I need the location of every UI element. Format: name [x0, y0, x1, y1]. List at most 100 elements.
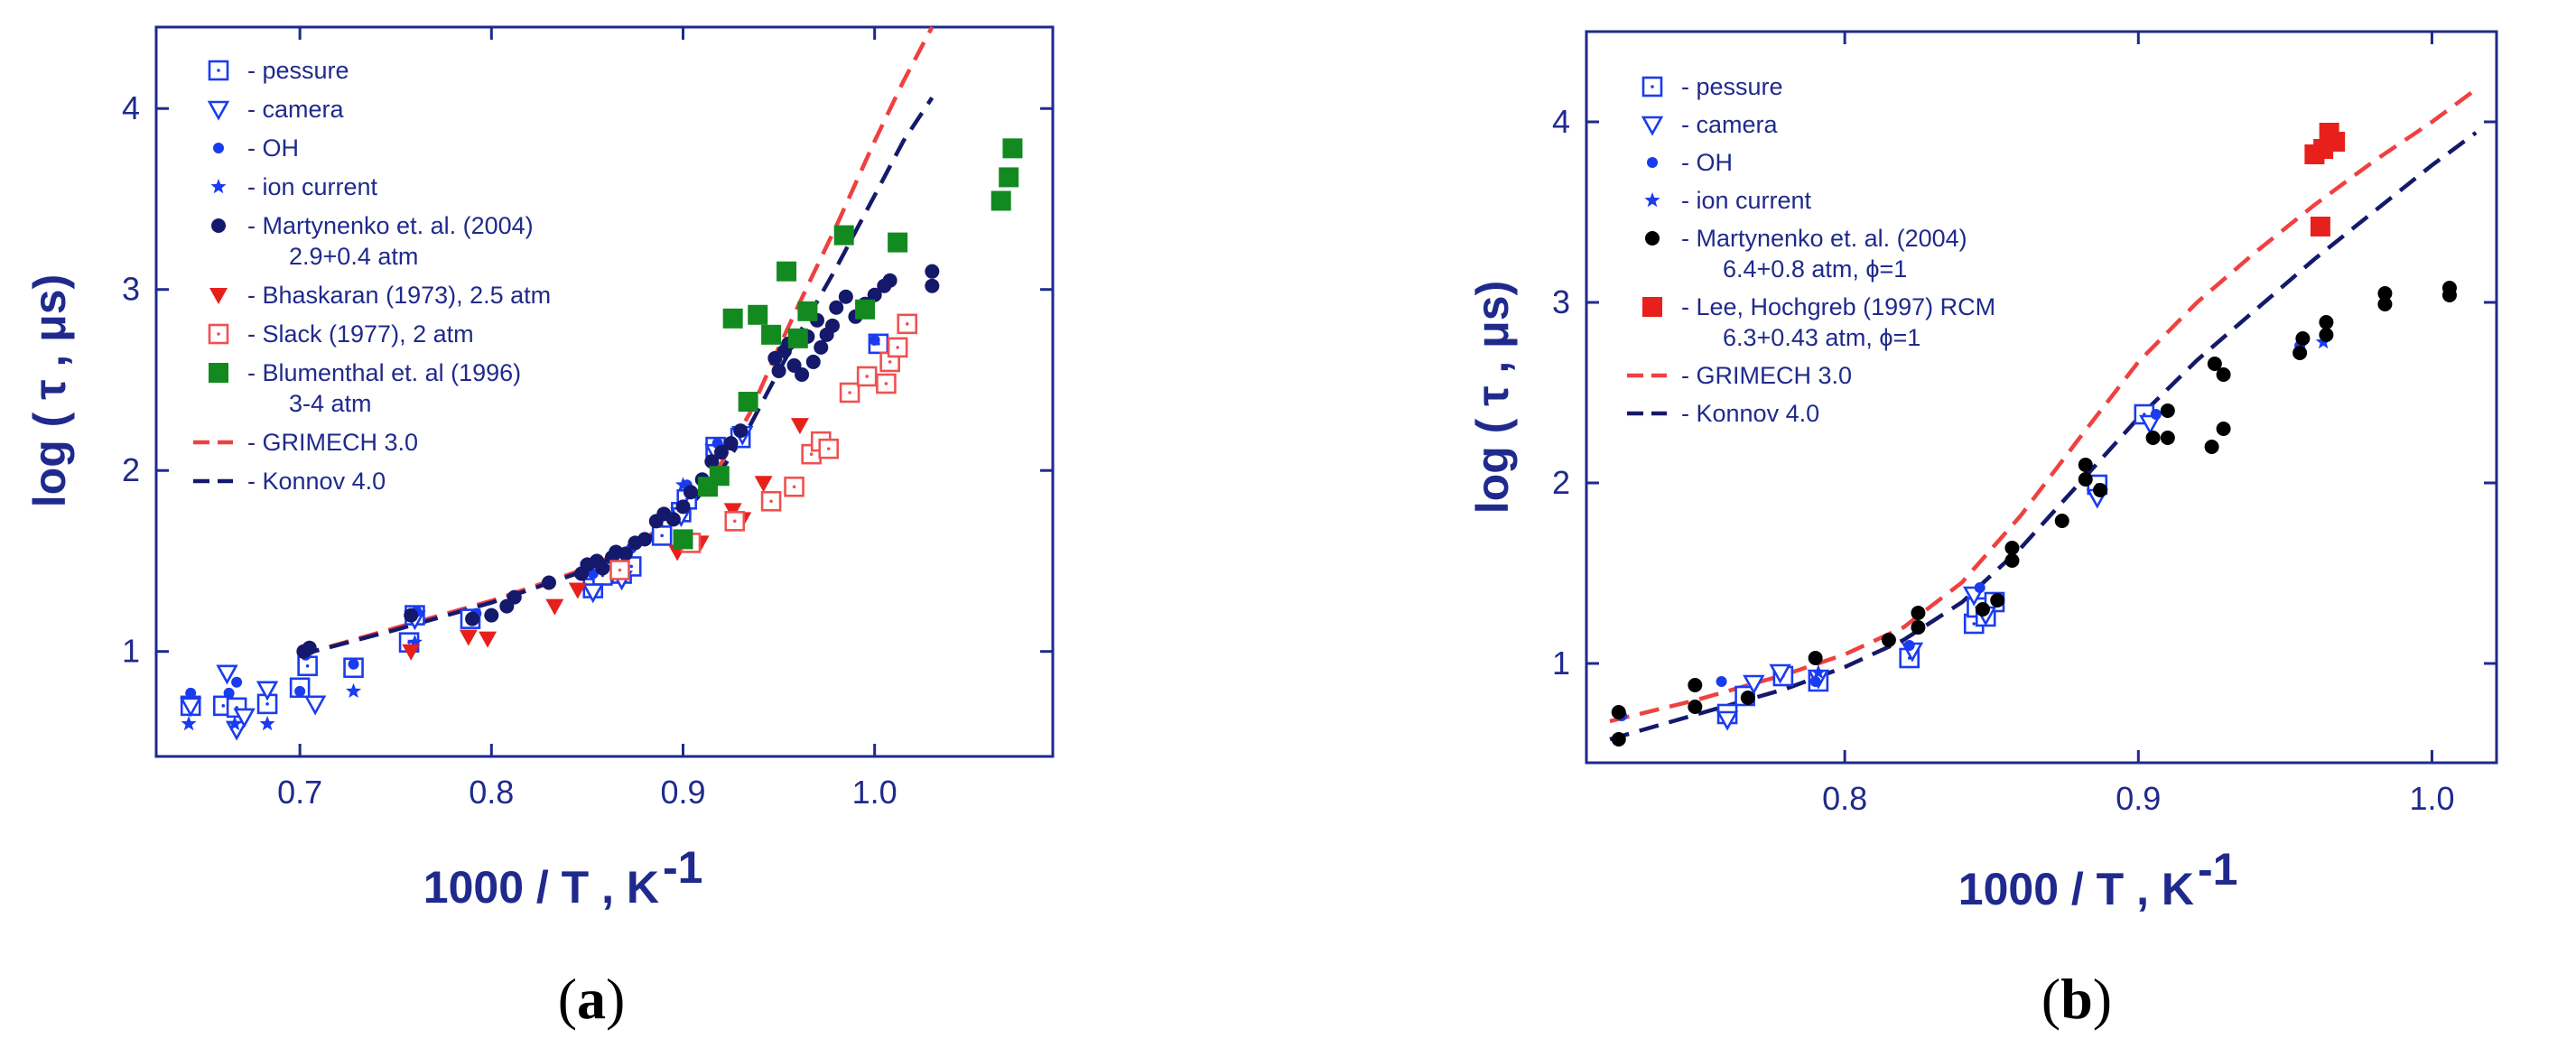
- x-axis-label-exponent: -1: [2198, 844, 2237, 895]
- data-point: [761, 324, 782, 345]
- panel-label-b: (b): [2041, 967, 2112, 1031]
- data-point: [459, 629, 478, 646]
- legend-item-konnov-4-0: - Konnov 4.0: [193, 468, 386, 495]
- series-lee-hochgreb-1997-rcm: [2304, 123, 2346, 236]
- data-point: [1990, 593, 2005, 607]
- chart-panel-b: 0.8 0.9 1.0 1 2 3 4 - pessure - camera - OH - ion…: [1467, 30, 2498, 1031]
- plot-frame: [154, 25, 1055, 758]
- data-point: [233, 708, 256, 728]
- x-tick-label: 1.0: [852, 774, 897, 811]
- legend-sublabel: 6.4+0.8 atm, ϕ=1: [1723, 255, 1907, 283]
- panel-label-a: (a): [558, 967, 626, 1031]
- data-point: [760, 491, 782, 512]
- data-point: [541, 575, 556, 590]
- legend-marker-icon: [1647, 157, 1658, 168]
- data-point: [722, 308, 743, 329]
- data-point: [2160, 431, 2175, 445]
- series-ion-current: [181, 477, 692, 731]
- data-point: [748, 304, 768, 325]
- data-point: [2093, 483, 2108, 497]
- data-point: [838, 289, 853, 304]
- data-point: [484, 607, 499, 623]
- data-point: [302, 640, 317, 655]
- y-tick-label: 4: [1552, 103, 1570, 140]
- legend-label: - Slack (1977), 2 atm: [247, 320, 474, 348]
- data-point: [2004, 541, 2020, 555]
- legend-item-blumenthal-et-al-1996: - Blumenthal et. al (1996) 3-4 atm: [209, 359, 521, 417]
- data-point: [1881, 633, 1896, 647]
- data-point: [1716, 676, 1727, 687]
- legend-label: - Konnov 4.0: [1681, 400, 1819, 427]
- data-point: [2377, 297, 2393, 311]
- data-point: [651, 525, 673, 546]
- data-point: [787, 328, 808, 348]
- legend-item-pessure: - pessure: [208, 57, 349, 84]
- data-point: [777, 261, 797, 282]
- y-tick-label: 4: [122, 89, 140, 126]
- legend-item-konnov-4-0: - Konnov 4.0: [1627, 400, 1819, 427]
- x-axis-label: 1000 / T , K: [423, 862, 659, 913]
- legend-item-ion-current: - ion current: [210, 173, 378, 200]
- data-point: [1974, 582, 1985, 593]
- data-points: [179, 138, 1023, 741]
- data-point: [216, 664, 238, 685]
- x-tick-label: 0.8: [1822, 780, 1867, 817]
- data-point: [723, 436, 739, 451]
- data-point: [181, 715, 197, 731]
- legend-item-ion-current: - ion current: [1644, 187, 1812, 214]
- y-tick-label: 1: [122, 633, 140, 670]
- data-point: [738, 392, 758, 413]
- data-point: [2310, 217, 2330, 236]
- data-point: [1611, 732, 1626, 747]
- data-point: [2319, 328, 2334, 342]
- x-tick-label: 0.8: [469, 774, 514, 811]
- legend-label: - camera: [1681, 111, 1779, 138]
- data-point: [990, 190, 1011, 211]
- y-tick-label: 3: [1552, 283, 1570, 320]
- axis-ticks: 0.8 0.9 1.0 1 2 3 4: [1552, 32, 2497, 817]
- legend-label: - Martynenko et. al. (2004): [247, 212, 534, 239]
- data-point: [2377, 286, 2393, 301]
- data-point: [1740, 691, 1755, 705]
- data-point: [897, 313, 918, 335]
- model-curves: [1609, 88, 2478, 742]
- data-point: [2325, 132, 2346, 152]
- legend-item-lee-hochgreb-1997-rcm: - Lee, Hochgreb (1997) RCM 6.3+0.43 atm, …: [1642, 293, 1995, 351]
- data-point: [2441, 281, 2457, 295]
- data-point: [259, 715, 275, 731]
- legend-label: - GRIMECH 3.0: [1681, 362, 1852, 389]
- data-point: [771, 363, 786, 378]
- data-point: [581, 583, 604, 604]
- data-point: [882, 273, 897, 288]
- data-point: [673, 529, 693, 550]
- data-point: [2216, 367, 2231, 382]
- data-point: [1808, 651, 1823, 665]
- data-point: [869, 334, 880, 346]
- data-point: [1743, 674, 1765, 695]
- data-point: [674, 477, 692, 492]
- data-points: [1611, 123, 2457, 747]
- data-point: [637, 532, 653, 547]
- legend-marker-icon: [209, 363, 228, 383]
- data-point: [2292, 346, 2308, 360]
- data-point: [1911, 606, 1926, 620]
- legend-marker-icon: [213, 143, 224, 153]
- y-tick-label: 2: [122, 451, 140, 488]
- data-point: [829, 300, 844, 315]
- data-point: [223, 687, 235, 699]
- legend-marker-icon: [1644, 192, 1660, 208]
- data-point: [2004, 553, 2020, 568]
- legend-marker-icon: [1641, 76, 1663, 97]
- data-point: [790, 418, 809, 435]
- legend-marker-icon: [207, 100, 230, 121]
- data-point: [925, 264, 940, 279]
- legend-sublabel: 6.3+0.43 atm, ϕ=1: [1723, 324, 1920, 351]
- data-point: [303, 695, 327, 716]
- legend-marker-icon: [1641, 116, 1664, 136]
- data-point: [2319, 315, 2334, 329]
- legend: - pessure - camera - OH - ion current - Mart…: [1627, 73, 1995, 427]
- data-point: [2295, 331, 2311, 346]
- data-point: [818, 438, 840, 459]
